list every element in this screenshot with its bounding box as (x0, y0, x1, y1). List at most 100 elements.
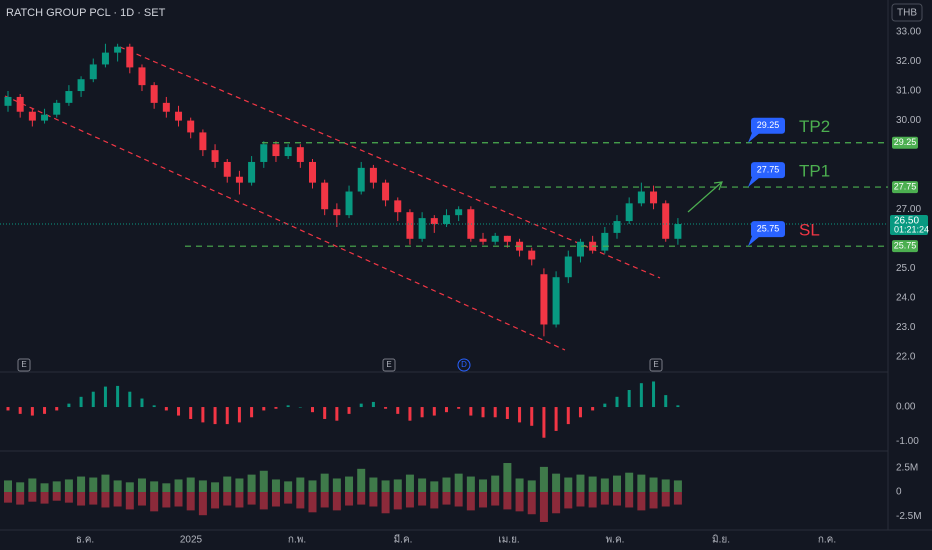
volume-buy-bar (515, 478, 524, 493)
level-tag-label: 27.75 (894, 181, 917, 191)
volume-sell-bar (4, 492, 12, 503)
y-tick-label: 31.00 (896, 86, 921, 97)
volume-buy-bar (600, 478, 609, 493)
volume-buy-bar (89, 477, 98, 493)
volume-buy-bar (235, 478, 244, 493)
y-tick-label: 24.0 (896, 293, 916, 304)
candle-body (455, 209, 463, 216)
macd-bar (542, 407, 546, 438)
level-tag-label: 25.75 (894, 241, 917, 251)
volume-sell-bar (576, 492, 585, 507)
volume-sell-bar (64, 492, 73, 503)
volume-sell-bar (247, 492, 256, 505)
volume-sell-bar (186, 492, 195, 511)
macd-bar (18, 407, 22, 414)
x-tick-label: 2025 (180, 535, 203, 546)
volume-sell-bar (466, 492, 475, 511)
volume-sell-bar (271, 492, 280, 507)
macd-bar (396, 407, 400, 414)
candle-body (406, 212, 414, 239)
candle-body (491, 235, 499, 242)
y-tick-label: 23.0 (896, 322, 916, 333)
volume-sell-bar (369, 492, 378, 507)
volume-sell-bar (296, 492, 305, 509)
volume-sell-bar (101, 492, 110, 508)
candle-body (674, 224, 682, 239)
level-name: SL (799, 221, 820, 240)
volume-sell-bar (308, 492, 317, 513)
candle-body (552, 277, 560, 325)
candle-body (248, 161, 256, 183)
volume-buy-bar (430, 481, 439, 493)
volume-buy-bar (345, 476, 354, 493)
volume-sell-bar (405, 492, 414, 508)
candle-body (162, 102, 170, 112)
macd-bar (213, 407, 217, 425)
macd-bar (103, 386, 107, 408)
macd-bar (225, 407, 229, 425)
candle-body (467, 209, 475, 239)
macd-bar (420, 407, 424, 418)
callout-pointer (748, 177, 760, 188)
y-tick-label: 0.00 (896, 402, 916, 413)
volume-buy-bar (113, 480, 122, 493)
volume-buy-bar (381, 480, 390, 493)
volume-buy-bar (466, 476, 475, 493)
callout-box (751, 117, 785, 134)
volume-sell-bar (198, 492, 207, 516)
x-tick-label: เม.ย. (498, 535, 519, 546)
macd-bar (91, 391, 95, 408)
macd-bar (566, 407, 570, 425)
macd-bar (152, 405, 156, 408)
macd-bar (359, 403, 363, 408)
volume-buy-bar (454, 473, 463, 493)
macd-bar (128, 391, 132, 408)
y-tick-label: -1.00 (896, 436, 919, 447)
candle-body (296, 147, 304, 162)
volume-sell-bar (320, 492, 329, 508)
volume-sell-bar (600, 492, 609, 505)
candle-body (540, 274, 548, 325)
volume-sell-bar (527, 492, 536, 515)
y-tick-label: 27.00 (896, 204, 921, 215)
volume-buy-bar (77, 476, 86, 493)
volume-buy-bar (442, 477, 451, 493)
macd-bar (493, 407, 497, 418)
currency[interactable]: THB (897, 8, 917, 19)
candle-body (442, 215, 450, 225)
candle-body (260, 144, 268, 162)
callout-box (751, 221, 785, 238)
y-tick-label: 22.0 (896, 352, 916, 363)
candle-body (479, 238, 487, 242)
volume-buy-bar (259, 470, 268, 493)
candle-body (564, 256, 572, 278)
macd-bar (518, 407, 522, 423)
volume-sell-bar (552, 492, 561, 514)
macd-bar (347, 407, 351, 414)
x-tick-label: มี.ค. (394, 534, 413, 546)
callout-label: 29.25 (757, 120, 780, 130)
candle-body (576, 241, 584, 257)
candle-body (114, 46, 122, 53)
candle-body (89, 64, 97, 80)
macd-bar (469, 407, 473, 416)
volume-sell-bar (381, 492, 390, 514)
volume-buy-bar (369, 477, 378, 493)
macd-bar (298, 407, 302, 408)
macd-bar (530, 407, 534, 426)
currency-box[interactable] (891, 3, 923, 22)
volume-sell-bar (137, 492, 146, 506)
volume-buy-bar (101, 474, 110, 493)
candle-body (223, 161, 231, 177)
volume-buy-bar (40, 483, 49, 493)
x-tick-label: มิ.ย. (712, 535, 730, 546)
macd-bar (481, 407, 485, 418)
volume-buy-bar (357, 468, 366, 493)
macd-bar (444, 407, 448, 413)
trend-arrow (687, 181, 723, 213)
volume-buy-bar (320, 473, 329, 493)
volume-sell-bar (174, 492, 183, 507)
volume-sell-bar (661, 492, 670, 507)
volume-buy-bar (576, 474, 585, 493)
volume-buy-bar (539, 466, 548, 493)
